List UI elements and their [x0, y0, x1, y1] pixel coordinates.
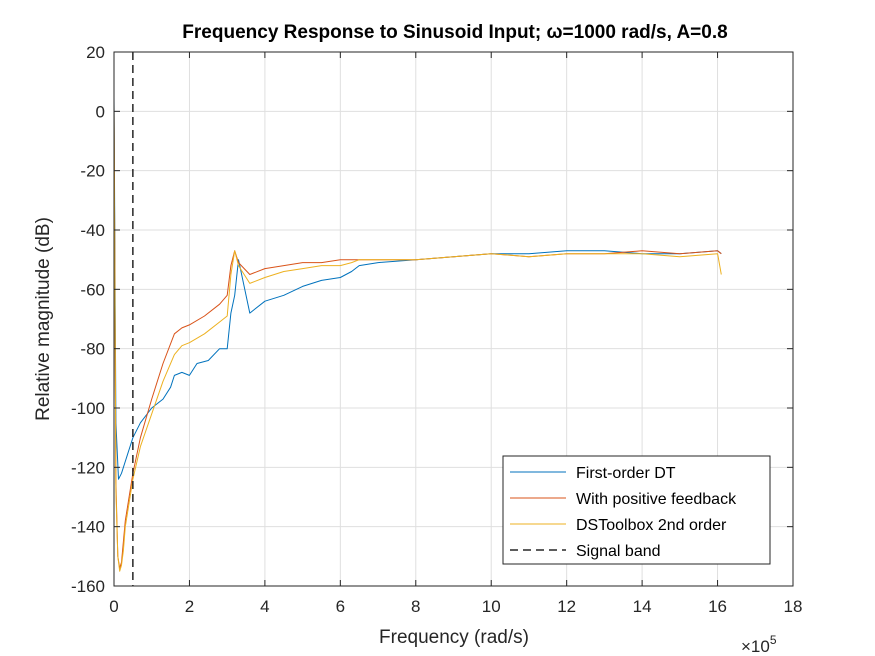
x-tick-label: 6: [336, 597, 345, 616]
y-axis-label: Relative magnitude (dB): [33, 217, 54, 421]
x-tick-label: 10: [482, 597, 501, 616]
x-tick-label: 4: [260, 597, 269, 616]
legend[interactable]: First-order DT With positive feedback DSTo…: [502, 455, 771, 565]
x-tick-label: 14: [633, 597, 652, 616]
x-axis-ticks: 0 2 4 6 8 10 12 14 16 18: [109, 52, 802, 616]
x-tick-label: 12: [557, 597, 576, 616]
y-tick-label: -140: [71, 518, 105, 537]
legend-label: Signal band: [576, 543, 661, 560]
legend-label: DSToolbox 2nd order: [576, 517, 727, 534]
y-tick-label: -20: [80, 162, 105, 181]
plot-frame: [113, 51, 794, 587]
y-tick-label: -40: [80, 221, 105, 240]
series-line-3: [113, 102, 722, 572]
x-axis-label: Frequency (rad/s): [379, 627, 529, 648]
y-tick-label: -120: [71, 458, 105, 477]
y-tick-label: 0: [96, 102, 105, 121]
legend-label: First-order DT: [576, 465, 676, 482]
x-tick-label: 0: [109, 597, 118, 616]
x-tick-label: 16: [708, 597, 727, 616]
y-tick-label: -80: [80, 340, 105, 359]
legend-label: With positive feedback: [576, 491, 737, 508]
x-tick-label: 8: [411, 597, 420, 616]
x-axis-exponent-base: ×10: [741, 637, 770, 656]
x-tick-label: 18: [784, 597, 803, 616]
y-tick-label: -60: [80, 280, 105, 299]
series-layer: [113, 96, 722, 572]
y-axis-ticks: -160 -140 -120 -100 -80 -60 -40 -20 0 20: [71, 43, 793, 596]
x-axis-exponent: ×105: [741, 633, 777, 656]
y-tick-label: -100: [71, 399, 105, 418]
chart-title: Frequency Response to Sinusoid Input; ω=…: [182, 22, 727, 43]
series-line-1: [113, 96, 722, 480]
y-tick-label: -160: [71, 577, 105, 596]
x-axis-exponent-power: 5: [770, 633, 777, 647]
legend-box: [502, 455, 771, 565]
x-tick-label: 2: [185, 597, 194, 616]
y-tick-label: 20: [86, 43, 105, 62]
